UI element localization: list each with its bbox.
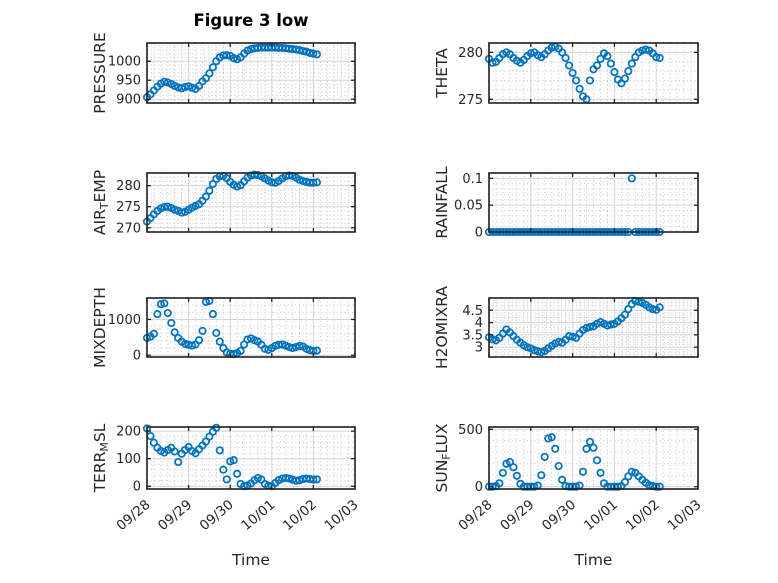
svg-text:09/28: 09/28 [113,497,153,534]
y-axis-label: SUNFLUX [433,423,453,492]
svg-text:3: 3 [475,341,483,356]
svg-text:270: 270 [116,221,141,236]
y-tick-labels: 270 275 280 [116,179,141,236]
axis-box [488,172,699,233]
series-markers [142,170,321,226]
svg-text:09/30: 09/30 [539,497,579,534]
grid-lines [489,427,698,489]
svg-text:10/03: 10/03 [664,497,704,534]
axis-box [146,42,356,104]
axis-box [488,426,699,490]
svg-text:3.5: 3.5 [462,328,483,343]
svg-text:10/02: 10/02 [623,497,663,534]
y-tick-labels: 0 0.05 0.1 [454,172,483,241]
axis-box [488,42,699,104]
series-markers [142,423,321,491]
y-axis-label: AIRTEMP [91,170,111,235]
svg-text:10/01: 10/01 [581,497,621,534]
y-axis-label: RAINFALL [433,166,451,239]
svg-text:280: 280 [458,46,483,61]
svg-text:0: 0 [475,226,483,241]
y-axis-label: PRESSURE [91,32,109,114]
y-tick-labels: 0 500 [458,423,483,495]
axis-box [146,297,356,358]
svg-text:200: 200 [116,425,141,440]
axis-box [146,426,356,490]
grid-lines [489,43,698,103]
svg-text:1000: 1000 [108,313,141,328]
svg-text:0: 0 [133,349,141,364]
svg-text:275: 275 [458,93,483,108]
svg-text:0: 0 [475,480,483,495]
svg-text:100: 100 [116,452,141,467]
svg-text:950: 950 [116,74,141,89]
y-tick-labels: 33.544.5 [462,304,483,356]
figure-title: Figure 3 low [193,11,309,30]
series-markers [142,43,321,102]
svg-text:10/03: 10/03 [321,497,361,534]
time-axis-label-left: Time [232,551,270,569]
svg-text:275: 275 [116,200,141,215]
grid-lines [147,427,355,489]
series-markers [484,296,664,357]
svg-text:10/02: 10/02 [280,497,320,534]
x-tick-labels: 09/28 09/29 09/30 10/01 10/02 10/03 [113,497,361,534]
series-markers [484,42,664,104]
svg-text:500: 500 [458,423,483,438]
svg-text:280: 280 [116,179,141,194]
y-axis-label: MIXDEPTH [91,287,109,368]
svg-text:09/28: 09/28 [455,497,495,534]
subplot-h2omixra: 33.544.5 H2OMIXRA [433,286,699,369]
series-markers [484,433,664,491]
grid-lines [147,173,355,232]
svg-text:4: 4 [475,316,483,331]
axis-box [488,297,699,358]
grid-lines [489,298,698,357]
y-axis-label: THETA [433,48,451,99]
y-axis-label: TERRMSL [91,423,111,493]
svg-text:0.05: 0.05 [454,199,483,214]
svg-text:1000: 1000 [108,55,141,70]
svg-text:09/30: 09/30 [197,497,237,534]
subplot-theta: 275 280 THETA [433,42,699,108]
svg-text:10/01: 10/01 [238,497,278,534]
y-axis-label: H2OMIXRA [433,286,451,369]
grid-lines [489,173,698,232]
axis-box [146,172,356,233]
y-tick-labels: 900 950 1000 [108,55,141,108]
grid-lines [147,43,355,103]
svg-text:900: 900 [116,93,141,108]
grid-lines [147,298,355,357]
y-tick-labels: 275 280 [458,46,483,108]
y-tick-labels: 0 100 200 [116,425,141,495]
svg-text:09/29: 09/29 [155,497,195,534]
subplot-rainfall: 0 0.05 0.1 RAINFALL [433,166,699,241]
svg-text:4.5: 4.5 [462,304,483,319]
y-tick-labels: 0 1000 [108,313,141,364]
x-tick-labels: 09/28 09/29 09/30 10/01 10/02 10/03 [455,497,704,534]
subplot-air-temp: 270 275 280 AIRTEMP [91,170,356,236]
svg-text:0.1: 0.1 [462,172,483,187]
time-axis-label-right: Time [574,551,613,569]
svg-text:0: 0 [133,480,141,495]
svg-text:09/29: 09/29 [497,497,537,534]
